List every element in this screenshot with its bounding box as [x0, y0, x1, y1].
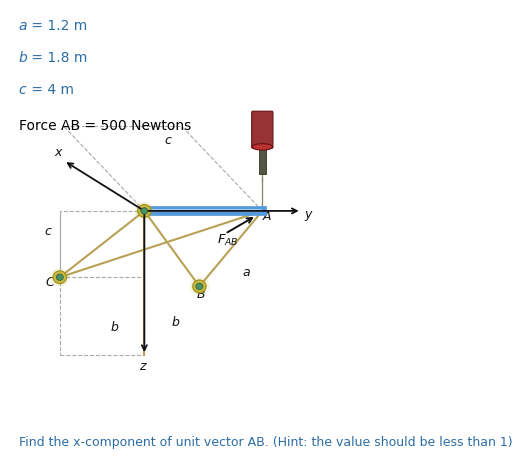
Text: a: a — [19, 19, 27, 33]
Text: a: a — [242, 266, 250, 279]
Text: B: B — [197, 288, 206, 300]
Ellipse shape — [137, 204, 152, 218]
Text: c: c — [19, 83, 26, 97]
FancyBboxPatch shape — [259, 146, 266, 174]
Text: = 1.2 m: = 1.2 m — [27, 19, 87, 33]
Ellipse shape — [56, 274, 63, 281]
Ellipse shape — [192, 279, 207, 294]
Text: b: b — [111, 321, 119, 334]
Ellipse shape — [134, 201, 155, 220]
Ellipse shape — [141, 208, 148, 214]
Ellipse shape — [138, 205, 151, 217]
Text: b: b — [19, 51, 27, 65]
Text: y: y — [304, 207, 311, 220]
Ellipse shape — [52, 270, 68, 285]
Ellipse shape — [189, 277, 210, 296]
Text: b: b — [172, 317, 180, 330]
Text: Force AB = 500 Newtons: Force AB = 500 Newtons — [19, 119, 191, 133]
FancyBboxPatch shape — [252, 111, 273, 148]
Text: = 1.8 m: = 1.8 m — [27, 51, 87, 65]
Ellipse shape — [252, 144, 272, 150]
Text: = 4 m: = 4 m — [27, 83, 74, 97]
Ellipse shape — [53, 271, 66, 284]
Text: z: z — [139, 360, 145, 373]
Text: C: C — [46, 276, 54, 289]
Ellipse shape — [196, 283, 203, 289]
Text: c: c — [164, 133, 171, 146]
Text: x: x — [54, 146, 62, 159]
Ellipse shape — [49, 268, 70, 287]
Text: A: A — [263, 210, 271, 223]
Text: $F_{AB}$: $F_{AB}$ — [217, 233, 239, 248]
Text: c: c — [45, 225, 51, 238]
Ellipse shape — [193, 280, 206, 293]
Text: Find the x-component of unit vector AB. (Hint: the value should be less than 1).: Find the x-component of unit vector AB. … — [19, 436, 514, 449]
